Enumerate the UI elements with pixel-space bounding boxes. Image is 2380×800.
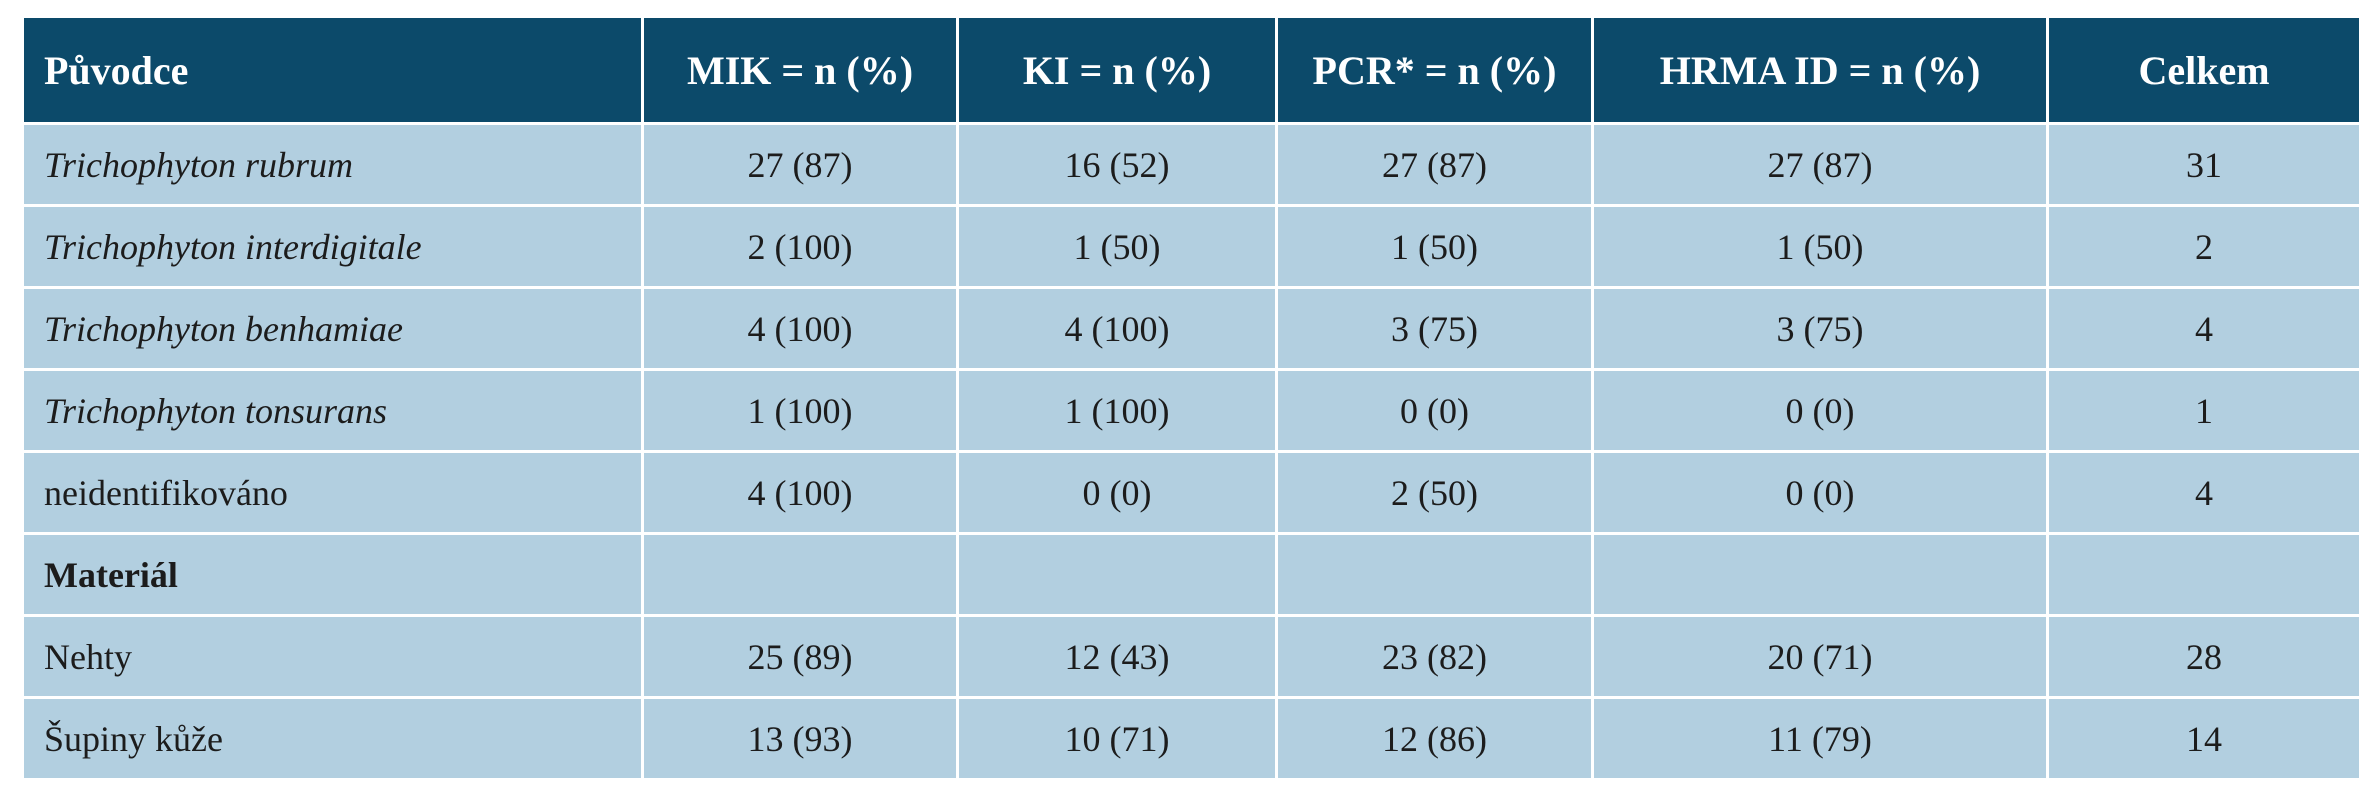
data-table: Původce MIK = n (%) KI = n (%) PCR* = n (%)…: [21, 15, 2362, 781]
header-cell: MIK = n (%): [641, 15, 959, 125]
table-row: Šupiny kůže 13 (93) 10 (71) 12 (86) 11 (79) 1…: [21, 696, 2362, 781]
row-label: Trichophyton rubrum: [21, 122, 644, 207]
cell: 13 (93): [641, 696, 959, 781]
cell: 31: [2046, 122, 2362, 207]
cell: 1 (100): [641, 368, 959, 453]
cell: 0 (0): [956, 450, 1278, 535]
header-cell: Původce: [21, 15, 644, 125]
header-row: Původce MIK = n (%) KI = n (%) PCR* = n (%)…: [21, 15, 2362, 125]
table-row: Trichophyton tonsurans 1 (100) 1 (100) 0 (0…: [21, 368, 2362, 453]
table-row: Nehty 25 (89) 12 (43) 23 (82) 20 (71) 28: [21, 614, 2362, 699]
cell: 1: [2046, 368, 2362, 453]
table-body: Trichophyton rubrum 27 (87) 16 (52) 27 (87)…: [21, 122, 2362, 781]
cell: 23 (82): [1275, 614, 1594, 699]
row-label: Trichophyton interdigitale: [21, 204, 644, 289]
row-label: Šupiny kůže: [21, 696, 644, 781]
empty-cell: [1591, 532, 2049, 617]
empty-cell: [2046, 532, 2362, 617]
table-row: Trichophyton rubrum 27 (87) 16 (52) 27 (87)…: [21, 122, 2362, 207]
cell: 1 (50): [1591, 204, 2049, 289]
cell: 0 (0): [1591, 450, 2049, 535]
table-row: Trichophyton interdigitale 2 (100) 1 (50) 1…: [21, 204, 2362, 289]
cell: 12 (43): [956, 614, 1278, 699]
cell: 16 (52): [956, 122, 1278, 207]
cell: 4 (100): [956, 286, 1278, 371]
cell: 1 (100): [956, 368, 1278, 453]
table-row: Trichophyton benhamiae 4 (100) 4 (100) 3 (7…: [21, 286, 2362, 371]
cell: 2 (100): [641, 204, 959, 289]
empty-cell: [641, 532, 959, 617]
cell: 2: [2046, 204, 2362, 289]
header-cell: HRMA ID = n (%): [1591, 15, 2049, 125]
cell: 0 (0): [1275, 368, 1594, 453]
row-label: Materiál: [21, 532, 644, 617]
cell: 27 (87): [1275, 122, 1594, 207]
row-label: neidentifikováno: [21, 450, 644, 535]
empty-cell: [956, 532, 1278, 617]
cell: 27 (87): [641, 122, 959, 207]
cell: 27 (87): [1591, 122, 2049, 207]
cell: 3 (75): [1591, 286, 2049, 371]
cell: 1 (50): [956, 204, 1278, 289]
cell: 28: [2046, 614, 2362, 699]
cell: 1 (50): [1275, 204, 1594, 289]
cell: 14: [2046, 696, 2362, 781]
cell: 4: [2046, 450, 2362, 535]
cell: 4: [2046, 286, 2362, 371]
row-label: Trichophyton tonsurans: [21, 368, 644, 453]
cell: 25 (89): [641, 614, 959, 699]
cell: 11 (79): [1591, 696, 2049, 781]
header-cell: Celkem: [2046, 15, 2362, 125]
cell: 4 (100): [641, 286, 959, 371]
cell: 2 (50): [1275, 450, 1594, 535]
row-label: Trichophyton benhamiae: [21, 286, 644, 371]
table-row: neidentifikováno 4 (100) 0 (0) 2 (50) 0 (0) 4: [21, 450, 2362, 535]
cell: 10 (71): [956, 696, 1278, 781]
empty-cell: [1275, 532, 1594, 617]
cell: 12 (86): [1275, 696, 1594, 781]
header-cell: PCR* = n (%): [1275, 15, 1594, 125]
cell: 20 (71): [1591, 614, 2049, 699]
cell: 0 (0): [1591, 368, 2049, 453]
row-label: Nehty: [21, 614, 644, 699]
table-row: Materiál: [21, 532, 2362, 617]
cell: 3 (75): [1275, 286, 1594, 371]
header-cell: KI = n (%): [956, 15, 1278, 125]
cell: 4 (100): [641, 450, 959, 535]
